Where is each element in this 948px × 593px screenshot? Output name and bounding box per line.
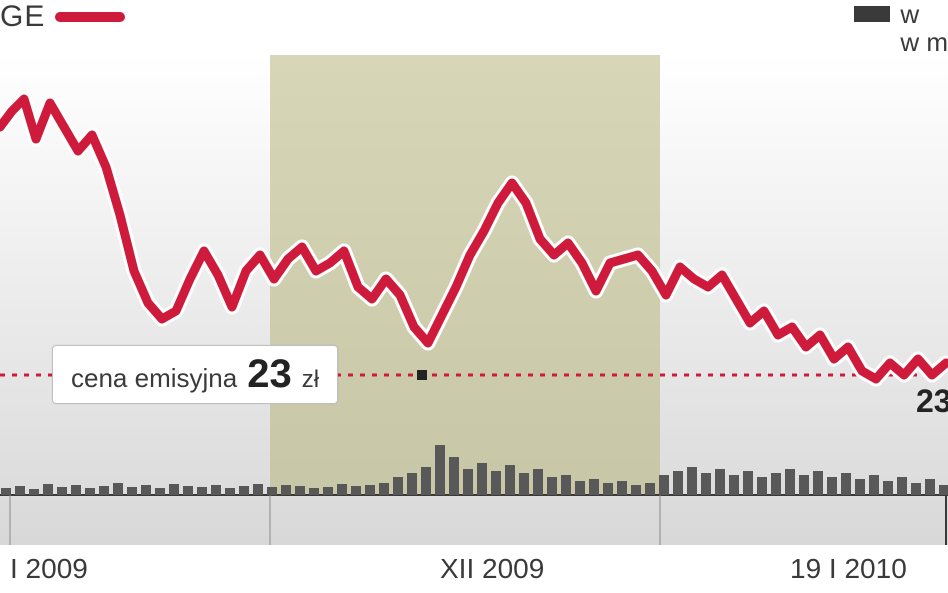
legend-bar-swatch: [854, 6, 890, 22]
chart-svg: [0, 55, 948, 545]
legend-line-swatch: [55, 12, 125, 22]
legend-bar-label-line2: w m: [900, 27, 948, 57]
chart-area: cena emisyjna 23 zł 23: [0, 55, 948, 545]
legend-series-line-label: GE: [0, 0, 45, 34]
last-value-label: 23: [916, 383, 948, 420]
reference-price-value: 23: [247, 352, 292, 397]
axis-tick-label: I 2009: [10, 553, 88, 585]
legend-bar-label-line1: w: [900, 0, 919, 29]
reference-price-unit: zł: [302, 366, 319, 394]
axis-labels: I 2009 XII 2009 19 I 2010: [0, 545, 948, 593]
legend: GE w w m: [0, 0, 948, 50]
legend-series-bar-label: w w m: [900, 0, 948, 56]
legend-left: GE: [0, 0, 125, 34]
chart-root: GE w w m cena emisyjna 23 zł 23 I 2009 XI…: [0, 0, 948, 593]
axis-tick-label: XII 2009: [440, 553, 544, 585]
legend-right: w w m: [854, 0, 948, 56]
axis-tick-label: 19 I 2010: [790, 553, 907, 585]
reference-price-box: cena emisyjna 23 zł: [52, 345, 338, 404]
reference-price-prefix: cena emisyjna: [71, 363, 237, 394]
